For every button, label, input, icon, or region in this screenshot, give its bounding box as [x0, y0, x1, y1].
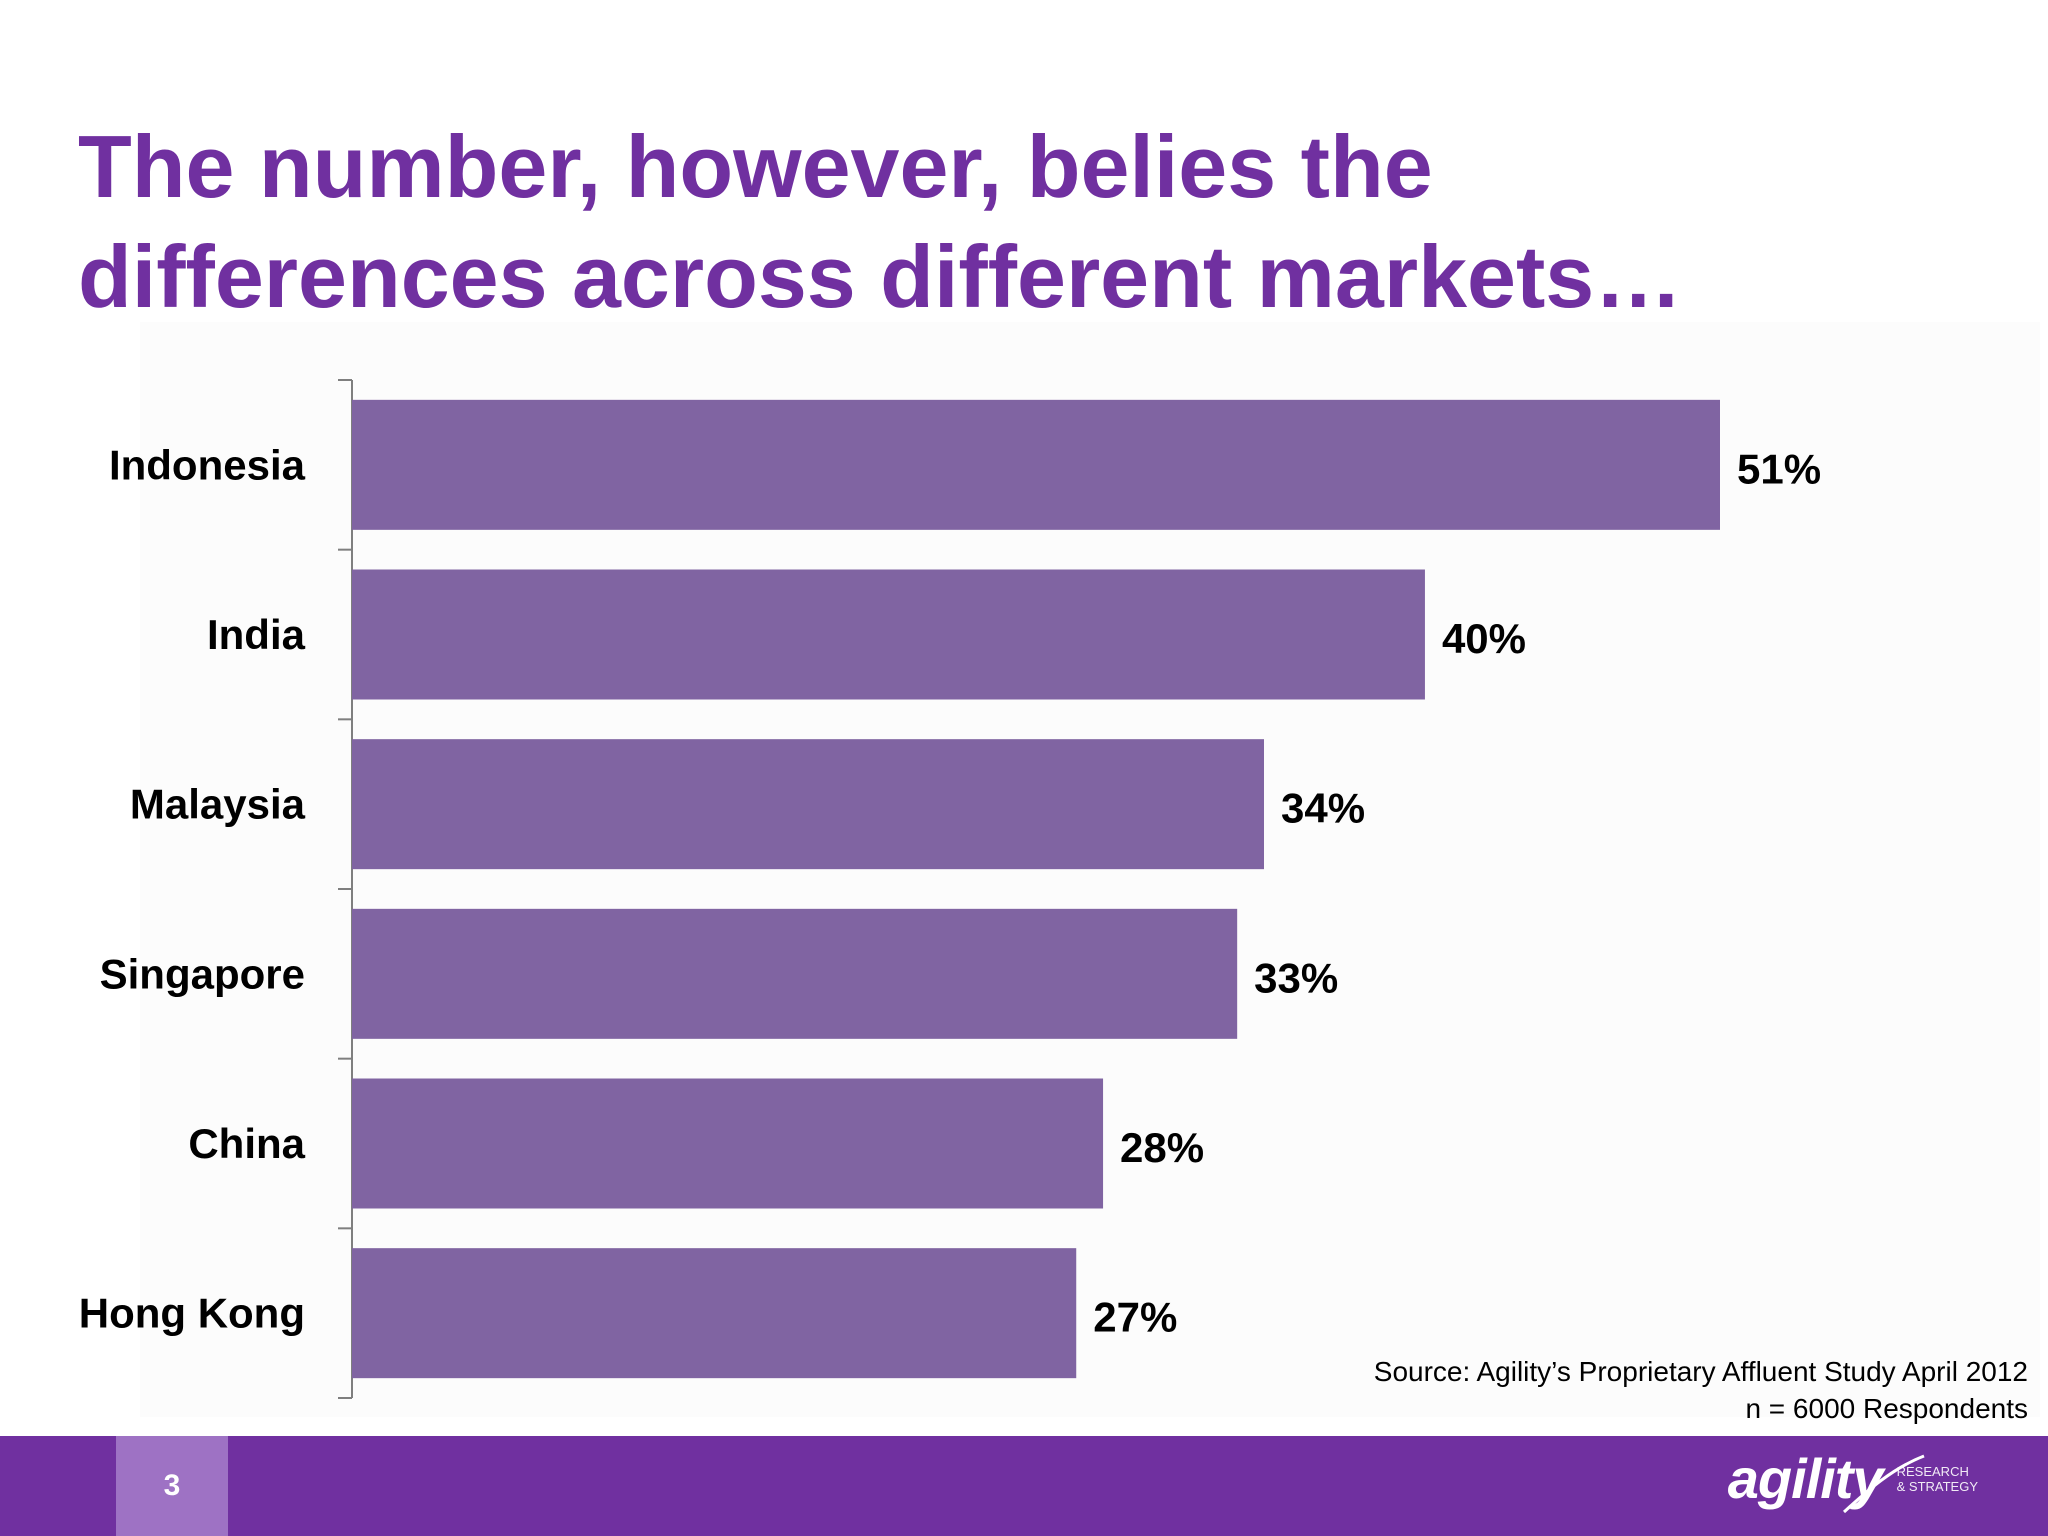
category-axis — [338, 379, 353, 1399]
bar-india — [352, 569, 1425, 700]
bar-china — [352, 1078, 1104, 1209]
labels: Indonesia 51% India 40% Malaysia 34% Singapore… — [79, 441, 1821, 1340]
category-label: India — [207, 611, 306, 658]
category-label: Singapore — [100, 950, 305, 997]
footer-bar: 3 agility RESEARCH & STRATEGY — [0, 1436, 2048, 1536]
category-label: Indonesia — [109, 441, 306, 488]
data-label: 28% — [1120, 1124, 1204, 1171]
agility-logo: agility RESEARCH & STRATEGY — [1728, 1446, 1978, 1514]
data-label: 33% — [1254, 954, 1338, 1001]
data-label: 51% — [1737, 445, 1821, 492]
category-label: Malaysia — [130, 781, 306, 828]
logo-subtitle-line-1: RESEARCH — [1896, 1463, 1969, 1479]
title-line-1: The number, however, belies the — [78, 117, 1433, 216]
data-label: 40% — [1442, 615, 1526, 662]
page-number: 3 — [163, 1469, 181, 1502]
logo-subtitle: RESEARCH & STRATEGY — [1897, 1464, 1978, 1494]
data-label: 34% — [1281, 785, 1365, 832]
bar-malaysia — [352, 739, 1264, 870]
category-label: China — [188, 1120, 305, 1167]
bar-hong-kong — [352, 1248, 1077, 1379]
page-number-box: 3 — [116, 1436, 228, 1536]
bars — [352, 399, 1720, 1379]
bar-singapore — [352, 908, 1238, 1039]
bar-indonesia — [352, 399, 1720, 530]
slide-title: The number, however, belies the differen… — [78, 112, 1978, 332]
source-line: Source: Agility’s Proprietary Affluent S… — [1373, 1356, 2028, 1387]
sample-size-line: n = 6000 Respondents — [1745, 1393, 2028, 1424]
title-line-2: differences across different markets… — [78, 227, 1683, 326]
logo-swoosh-icon — [1842, 1454, 1925, 1514]
data-label: 27% — [1093, 1294, 1177, 1341]
logo-subtitle-line-2: & STRATEGY — [1896, 1478, 1978, 1494]
category-label: Hong Kong — [79, 1290, 305, 1337]
source-note: Source: Agility’s Proprietary Affluent S… — [1374, 1353, 2028, 1427]
